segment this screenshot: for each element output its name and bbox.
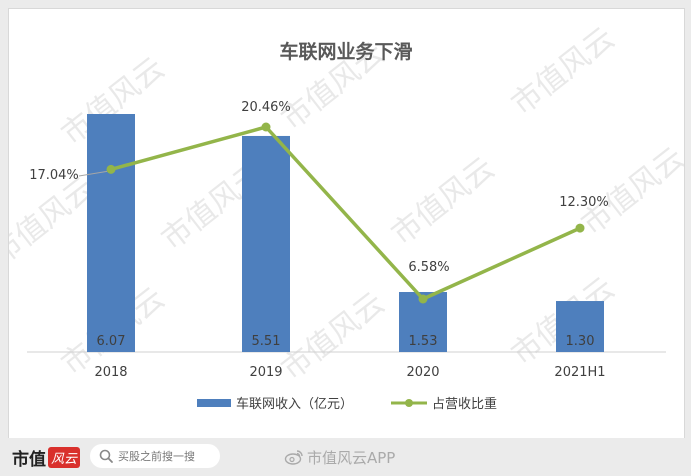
bar-label-2020: 1.53	[409, 334, 438, 349]
bar-label-2018: 6.07	[97, 334, 126, 349]
line-point-2019	[261, 122, 271, 132]
line-label-2018: 17.04%	[29, 168, 79, 183]
x-tick-2020: 2020	[406, 365, 439, 380]
line-point-2020	[418, 294, 428, 304]
logo-text: 市值	[12, 449, 46, 470]
line-label-2019: 20.46%	[241, 100, 291, 115]
line-label-2020: 6.58%	[408, 260, 449, 275]
bar-2018	[87, 114, 135, 352]
line-label-leader-2018	[78, 170, 108, 177]
x-tick-2019: 2019	[249, 365, 282, 380]
line-point-2018	[106, 164, 116, 174]
brand-name: 市值风云APP	[307, 448, 396, 467]
chart-svg: 市值风云市值风云市值风云市值风云市值风云市值风云市值风云市值风云市值风云市值风云…	[9, 21, 684, 412]
weibo-icon	[284, 450, 303, 465]
watermark-8: 市值风云	[275, 286, 391, 387]
watermark-2: 市值风云	[505, 21, 621, 122]
line-label-2021H1: 12.30%	[559, 195, 609, 210]
chart-card: 市值风云市值风云市值风云市值风云市值风云市值风云市值风云市值风云市值风云市值风云…	[8, 8, 685, 440]
line-series-path	[110, 125, 581, 301]
search-icon	[99, 449, 113, 463]
legend-line-marker	[405, 399, 413, 407]
search-box[interactable]: 买股之前搜一搜	[90, 444, 220, 468]
legend: 车联网收入（亿元） 占营收比重	[197, 396, 497, 412]
search-placeholder: 买股之前搜一搜	[118, 450, 195, 463]
logo: 市值 风云	[12, 446, 81, 470]
bar-2019	[242, 135, 290, 352]
watermark-6: 市值风云	[575, 141, 684, 242]
logo-mark: 风云	[48, 446, 81, 468]
footer-bar: 市值 风云 买股之前搜一搜 市值风云APP	[0, 438, 691, 476]
bar-2021H1	[556, 301, 604, 352]
brand-credit: 市值风云APP	[284, 447, 395, 467]
x-tick-2018: 2018	[94, 365, 127, 380]
line-point-2021H1	[575, 223, 585, 233]
legend-line-label: 占营收比重	[432, 396, 497, 412]
legend-bar-swatch	[197, 399, 231, 407]
legend-bar-label: 车联网收入（亿元）	[236, 396, 353, 412]
x-tick-2021H1: 2021H1	[554, 365, 605, 380]
bar-label-2021H1: 1.30	[566, 334, 595, 349]
bar-label-2019: 5.51	[252, 334, 281, 349]
watermark-5: 市值风云	[385, 151, 501, 252]
chart-title: 车联网业务下滑	[279, 40, 412, 63]
